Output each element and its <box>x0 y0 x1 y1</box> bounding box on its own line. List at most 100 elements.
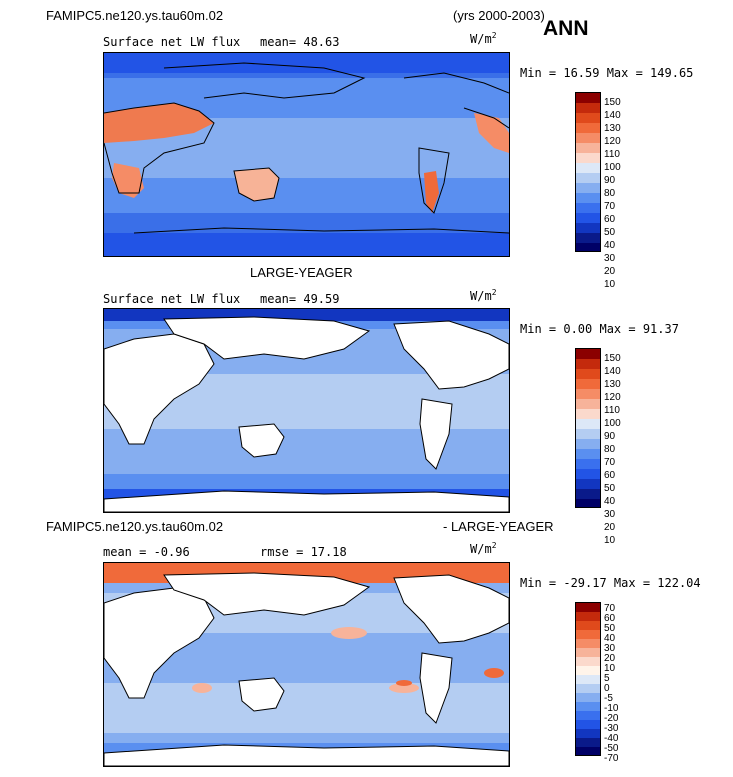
tick: -70 <box>604 753 619 764</box>
tick: 70 <box>604 457 616 468</box>
panel1-units: W/m2 <box>470 31 497 46</box>
tick: 90 <box>604 431 616 442</box>
panel3-mean: mean = -0.96 <box>103 545 190 559</box>
tick: 0 <box>604 683 610 694</box>
antarctic-band <box>104 233 509 256</box>
tick: 150 <box>604 97 621 108</box>
tick: -30 <box>604 723 619 734</box>
south-america-land <box>419 398 453 470</box>
arctic-band <box>104 53 509 73</box>
tick: 140 <box>604 110 621 121</box>
tick: 110 <box>604 405 620 416</box>
tick: 20 <box>604 266 616 277</box>
panel3-colorbar-ticks: 70 60 50 40 30 20 10 5 0 -5 -10 -20 -30 … <box>604 604 618 764</box>
tick: 100 <box>604 162 621 173</box>
panel3-title-left: FAMIPC5.ne120.ys.tau60m.02 <box>46 519 224 534</box>
tick: 60 <box>604 470 616 481</box>
asia-land <box>163 572 371 616</box>
panel1-colorbar <box>575 92 601 252</box>
sh-midlat-band <box>104 178 509 213</box>
panel1-minmax: Min = 16.59 Max = 149.65 <box>520 66 694 80</box>
tick: 10 <box>604 535 616 546</box>
tick: 80 <box>604 444 616 455</box>
tick: 20 <box>604 522 616 533</box>
tick: 140 <box>604 366 621 377</box>
panel3-colorbar <box>575 602 601 756</box>
tick: 30 <box>604 509 616 520</box>
pacific-warm-anomaly <box>331 627 367 639</box>
tick: 40 <box>604 496 616 507</box>
australia-land <box>238 677 285 712</box>
antarctica-land <box>104 490 509 512</box>
tick: 10 <box>604 663 616 674</box>
case-title: FAMIPC5.ne120.ys.tau60m.02 <box>46 8 224 23</box>
north-america-land <box>393 320 509 390</box>
australia-coast <box>233 167 280 202</box>
tick: 60 <box>604 214 616 225</box>
tick: 90 <box>604 175 616 186</box>
tick: 120 <box>604 392 621 403</box>
tick: 150 <box>604 353 621 364</box>
panel2-colorbar-ticks: 150 140 130 120 110 100 90 80 70 60 50 4… <box>604 352 621 547</box>
south-america-coast <box>418 147 450 214</box>
tick: 70 <box>604 603 616 614</box>
panel2-minmax: Min = 0.00 Max = 91.37 <box>520 322 679 336</box>
south-africa-region <box>112 163 144 198</box>
panel2-units: W/m2 <box>470 288 497 303</box>
tick: 70 <box>604 201 616 212</box>
panel1-colorbar-ticks: 150 140 130 120 110 100 90 80 70 60 50 4… <box>604 96 621 291</box>
tick: 20 <box>604 653 616 664</box>
australia-region <box>234 168 279 201</box>
panel1-field: Surface net LW flux <box>103 35 241 49</box>
panel2-title: LARGE-YEAGER <box>250 265 353 280</box>
panel1-mean: mean= 48.63 <box>260 35 340 49</box>
tick: 40 <box>604 633 616 644</box>
tick: 60 <box>604 613 616 624</box>
season-label: ANN <box>543 17 589 40</box>
tick: 130 <box>604 123 621 134</box>
panel2-map <box>103 308 510 513</box>
sw-indian-anomaly <box>192 683 212 693</box>
sahara-region <box>104 103 214 143</box>
panel2-mean: mean= 49.59 <box>260 292 340 306</box>
panel3-map <box>103 562 510 767</box>
se-atlantic-anomaly <box>484 668 504 678</box>
tick: 50 <box>604 227 616 238</box>
tick: 100 <box>604 418 621 429</box>
tick: 130 <box>604 379 621 390</box>
africa-coast <box>104 102 215 194</box>
tick: 50 <box>604 483 616 494</box>
tick: -5 <box>604 693 613 704</box>
tick: 30 <box>604 643 616 654</box>
panel3-title-right: - LARGE-YEAGER <box>443 519 554 534</box>
se-pacific-anomaly <box>389 683 419 693</box>
north-america-coast <box>403 72 509 129</box>
tick: 80 <box>604 188 616 199</box>
se-pacific-core <box>396 680 412 686</box>
antarctica-land <box>104 744 509 766</box>
tick: -20 <box>604 713 619 724</box>
panel2-field: Surface net LW flux <box>103 292 241 306</box>
tick: 10 <box>604 279 616 290</box>
south-america-land <box>419 652 453 724</box>
tick: -50 <box>604 743 619 754</box>
sw-america-region <box>474 113 509 153</box>
antarctica-coast <box>133 227 509 234</box>
tick: 50 <box>604 623 616 634</box>
tick: 5 <box>604 673 610 684</box>
tick: 40 <box>604 240 616 251</box>
australia-land <box>238 423 285 458</box>
years-label: (yrs 2000-2003) <box>453 8 545 23</box>
tick: 110 <box>604 149 620 160</box>
panel2-colorbar <box>575 348 601 508</box>
panel3-units: W/m2 <box>470 541 497 556</box>
tick: 120 <box>604 136 621 147</box>
eurasia-coast <box>163 62 366 99</box>
tick: -40 <box>604 733 619 744</box>
asia-land <box>163 316 371 360</box>
panel3-rmse: rmse = 17.18 <box>260 545 347 559</box>
panel3-minmax: Min = -29.17 Max = 122.04 <box>520 576 701 590</box>
tick: -10 <box>604 703 619 714</box>
tick: 30 <box>604 253 616 264</box>
north-america-land <box>393 574 509 644</box>
